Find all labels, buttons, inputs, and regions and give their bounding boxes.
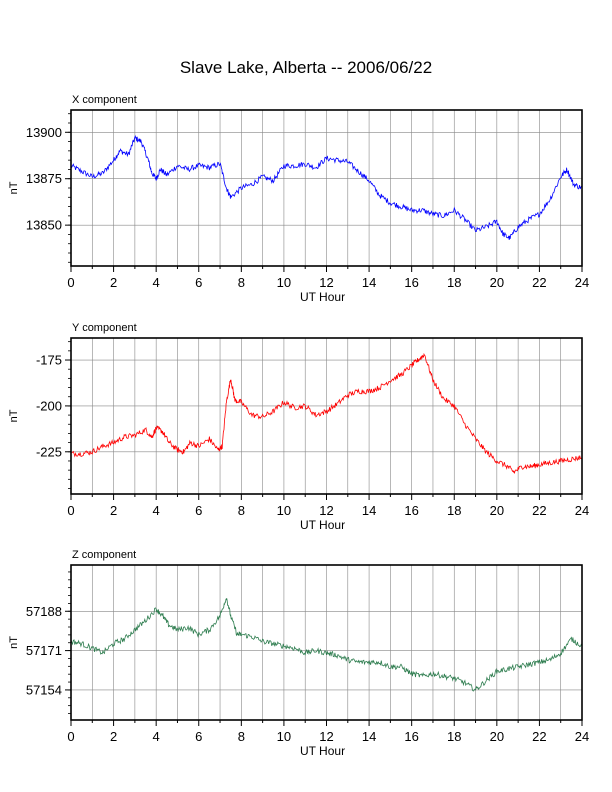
- series-line-2: [70, 352, 583, 475]
- x-tick-label: 22: [532, 275, 546, 290]
- x-tick-label: 18: [447, 503, 461, 518]
- series-line-1: [70, 134, 583, 241]
- x-tick-label: 24: [575, 729, 589, 744]
- x-tick-label: 8: [238, 503, 245, 518]
- y-tick-label: 57171: [26, 643, 62, 658]
- x-tick-label: 24: [575, 275, 589, 290]
- x-tick-label: 12: [319, 503, 333, 518]
- x-tick-label: 8: [238, 275, 245, 290]
- y-tick-label: -175: [36, 353, 62, 368]
- y-tick-label: -225: [36, 444, 62, 459]
- x-tick-label: 10: [277, 275, 291, 290]
- series-line-3: [70, 598, 583, 692]
- y-axis-label: nT: [8, 409, 20, 422]
- x-tick-label: 22: [532, 729, 546, 744]
- y-tick-label: 13900: [26, 125, 62, 140]
- x-tick-label: 6: [195, 729, 202, 744]
- y-tick-label: 13850: [26, 218, 62, 233]
- x-tick-label: 8: [238, 729, 245, 744]
- x-tick-label: 0: [67, 503, 74, 518]
- y-tick-label: 13875: [26, 171, 62, 186]
- x-tick-label: 16: [404, 275, 418, 290]
- x-tick-label: 6: [195, 275, 202, 290]
- y-tick-label: 57188: [26, 604, 62, 619]
- panel-title: Z component: [72, 549, 136, 561]
- x-tick-label: 2: [110, 503, 117, 518]
- y-tick-label: 57154: [26, 682, 62, 697]
- x-tick-label: 20: [490, 729, 504, 744]
- x-axis-label: UT Hour: [300, 518, 345, 532]
- x-tick-label: 6: [195, 503, 202, 518]
- x-tick-label: 16: [404, 729, 418, 744]
- x-tick-label: 0: [67, 275, 74, 290]
- x-tick-label: 10: [277, 503, 291, 518]
- chart-title: Slave Lake, Alberta -- 2006/06/22: [179, 58, 433, 77]
- x-tick-label: 18: [447, 729, 461, 744]
- x-axis-label: UT Hour: [300, 744, 345, 758]
- x-tick-label: 4: [153, 729, 160, 744]
- x-tick-label: 18: [447, 275, 461, 290]
- y-tick-label: -200: [36, 398, 62, 413]
- x-tick-label: 24: [575, 503, 589, 518]
- x-tick-label: 0: [67, 729, 74, 744]
- x-tick-label: 10: [277, 729, 291, 744]
- x-tick-label: 14: [362, 275, 376, 290]
- x-tick-label: 4: [153, 275, 160, 290]
- x-tick-label: 20: [490, 503, 504, 518]
- x-tick-label: 22: [532, 503, 546, 518]
- x-tick-label: 16: [404, 503, 418, 518]
- x-tick-label: 20: [490, 275, 504, 290]
- x-tick-label: 12: [319, 275, 333, 290]
- x-tick-label: 2: [110, 275, 117, 290]
- x-axis-label: UT Hour: [300, 290, 345, 304]
- y-axis-label: nT: [8, 181, 20, 194]
- x-tick-label: 12: [319, 729, 333, 744]
- panel-title: X component: [72, 94, 137, 106]
- x-tick-label: 4: [153, 503, 160, 518]
- x-tick-label: 2: [110, 729, 117, 744]
- y-axis-label: nT: [8, 636, 20, 649]
- x-tick-label: 14: [362, 503, 376, 518]
- panel-title: Y component: [72, 322, 137, 334]
- x-tick-label: 14: [362, 729, 376, 744]
